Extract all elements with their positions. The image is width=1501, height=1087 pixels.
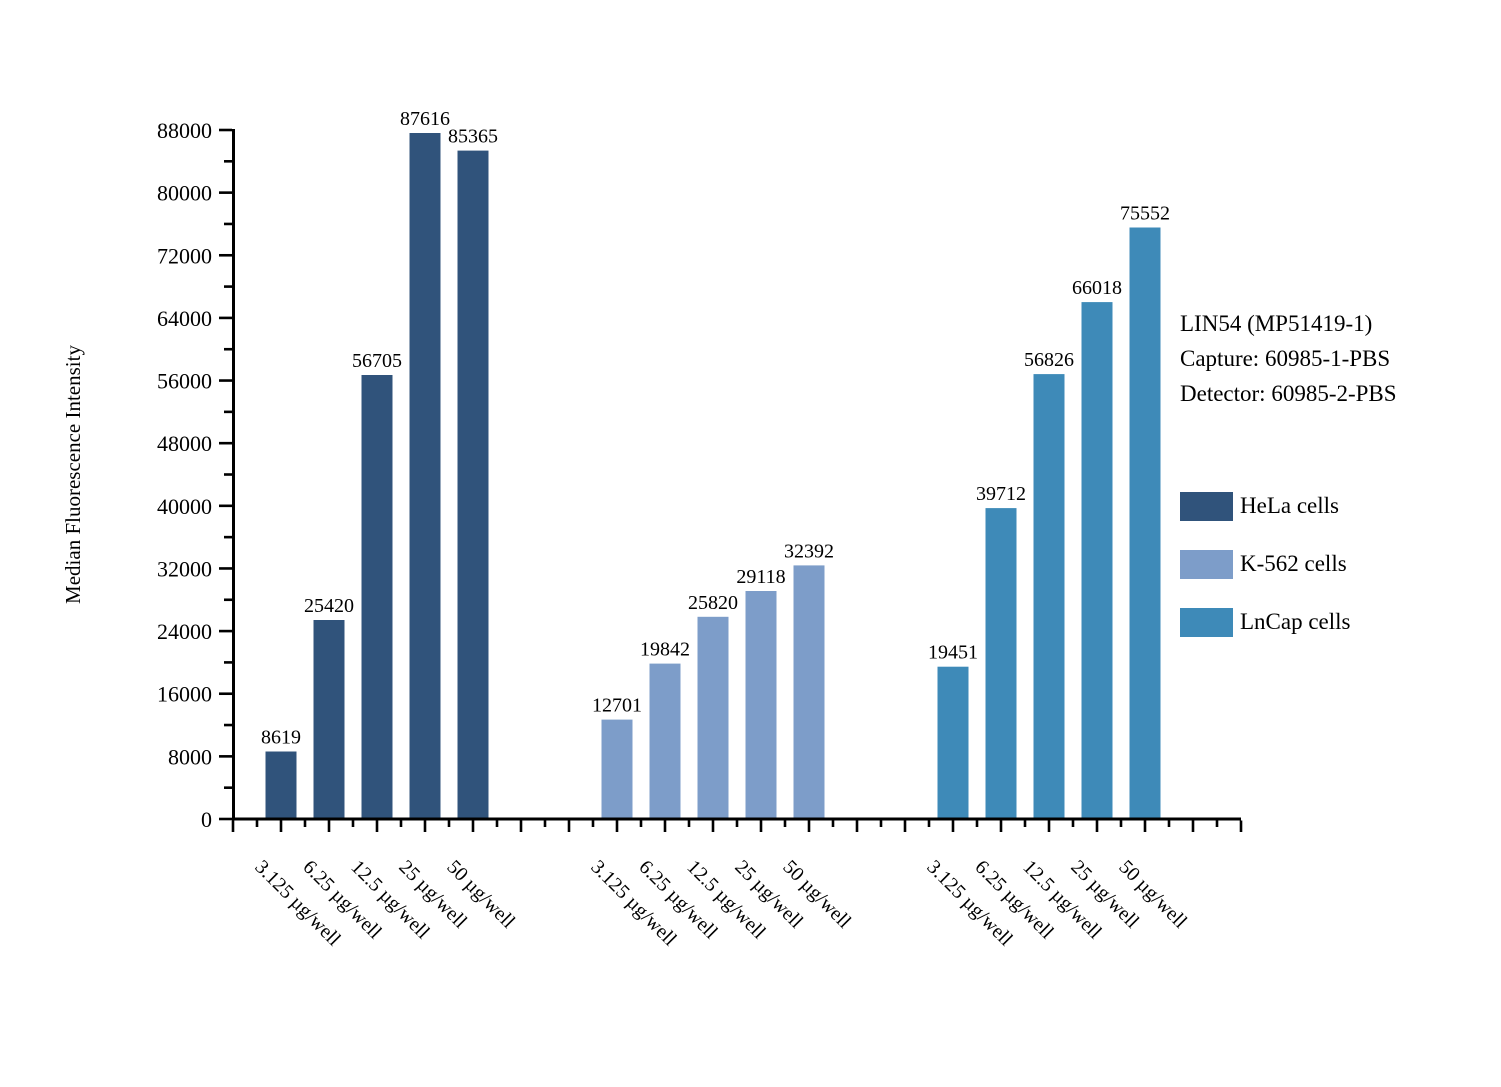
legend-swatch-k562-cells [1180, 549, 1233, 579]
bar [313, 620, 345, 819]
annotation-line-detector: Detector: 60985-2-PBS [1180, 381, 1397, 406]
legend-item-lncap-cells: LnCap cells [1180, 607, 1480, 637]
chart-annotation: LIN54 (MP51419-1) Capture: 60985-1-PBS D… [1180, 306, 1480, 411]
y-axis-title: Median Fluorescence Intensity [61, 345, 85, 604]
annotation-line-protein: LIN54 (MP51419-1) [1180, 311, 1373, 336]
bar [793, 565, 825, 819]
y-tick-label: 40000 [157, 494, 212, 519]
x-axis-ticks [231, 820, 1243, 832]
y-tick-label: 72000 [157, 243, 212, 268]
bar-value-label: 85365 [448, 126, 498, 148]
legend: HeLa cells K-562 cells LnCap cells [1180, 491, 1480, 637]
legend-label-hela-cells: HeLa cells [1240, 493, 1339, 518]
y-tick-label: 24000 [157, 619, 212, 644]
bar-value-label: 66018 [1072, 277, 1122, 299]
bar-value-label: 29118 [736, 566, 785, 588]
bar-value-label: 87616 [400, 108, 450, 130]
y-tick-label: 16000 [157, 682, 212, 707]
bar [1129, 227, 1161, 819]
y-tick-label: 0 [201, 807, 212, 832]
legend-swatch-lncap-cells [1180, 607, 1233, 637]
y-axis-tick-labels: 0 8000 16000 24000 32000 40000 48000 56000 64000… [157, 118, 212, 832]
y-axis-ticks [219, 128, 232, 821]
bar-value-label: 25820 [688, 592, 738, 614]
bar-value-label: 56826 [1024, 349, 1074, 371]
bar [601, 719, 633, 819]
legend-item-hela-cells: HeLa cells [1180, 491, 1480, 521]
bar-value-label: 25420 [304, 595, 354, 617]
axes-group [232, 129, 1241, 821]
bar-value-label: 19842 [640, 639, 690, 661]
bar [265, 751, 297, 819]
bar [361, 375, 393, 819]
bar [409, 133, 441, 819]
bar [649, 663, 681, 819]
legend-swatch-hela-cells [1180, 491, 1233, 521]
bar-value-label: 56705 [352, 350, 402, 372]
y-tick-label: 56000 [157, 369, 212, 394]
chart-side-panel: LIN54 (MP51419-1) Capture: 60985-1-PBS D… [1180, 306, 1480, 665]
bar [457, 150, 489, 820]
legend-item-k562-cells: K-562 cells [1180, 549, 1480, 579]
y-tick-label: 80000 [157, 181, 212, 206]
bar-value-label: 39712 [976, 483, 1026, 505]
bar [985, 508, 1017, 819]
bar [937, 666, 969, 819]
legend-label-lncap-cells: LnCap cells [1240, 609, 1351, 634]
bar-value-label: 32392 [784, 540, 834, 562]
bar [1033, 374, 1065, 819]
y-tick-label: 32000 [157, 557, 212, 582]
y-tick-label: 48000 [157, 431, 212, 456]
y-tick-label: 64000 [157, 306, 212, 331]
bar-value-label: 8619 [261, 727, 301, 749]
bar-value-label: 12701 [592, 695, 642, 717]
annotation-line-capture: Capture: 60985-1-PBS [1180, 346, 1391, 371]
bar [697, 616, 729, 819]
y-tick-label: 8000 [168, 744, 212, 769]
bar [745, 591, 777, 819]
y-tick-label: 88000 [157, 118, 212, 143]
bars-group [265, 133, 1161, 820]
bar-value-label: 19451 [928, 642, 978, 664]
legend-label-k562-cells: K-562 cells [1240, 551, 1347, 576]
bar [1081, 302, 1113, 820]
bar-value-label: 75552 [1120, 203, 1170, 225]
